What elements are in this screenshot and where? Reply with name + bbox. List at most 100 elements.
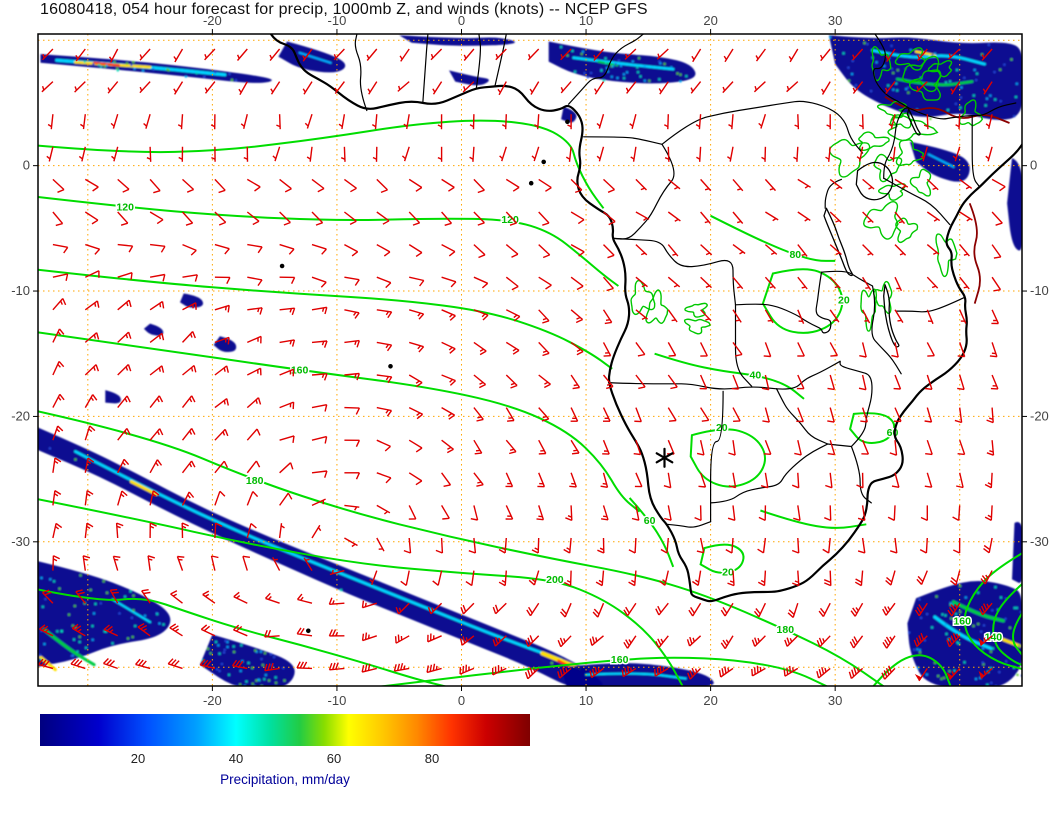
precip-speckle <box>638 57 641 60</box>
wind-barb-feather <box>96 300 100 308</box>
wind-barb <box>601 570 605 586</box>
wind-barb-feather <box>435 549 443 554</box>
precip-layer <box>38 35 1022 692</box>
wind-barb-half-feather <box>704 188 710 191</box>
wind-barb-half-feather <box>321 373 325 379</box>
precip-intensity-streak <box>74 450 563 661</box>
wind-barb-feather <box>604 321 612 325</box>
wind-barb-half-feather <box>432 88 436 93</box>
wind-barb <box>829 342 839 356</box>
wind-barb-half-feather <box>728 123 733 128</box>
wind-barb-half-feather <box>603 515 608 518</box>
wind-barb-half-feather <box>855 607 859 612</box>
colorbar-gradient <box>40 714 530 746</box>
precip-speckle <box>39 654 42 657</box>
wind-barb <box>699 146 702 162</box>
wind-barb <box>473 537 477 554</box>
wind-barb-feather <box>511 253 519 258</box>
wind-barb-feather <box>527 669 531 677</box>
wind-barb-feather <box>120 222 129 226</box>
wind-barb-half-feather <box>114 558 119 561</box>
wind-barb-half-feather <box>691 55 695 60</box>
precip-speckle <box>580 52 583 56</box>
wind-barb-feather <box>492 606 497 614</box>
wind-barb <box>504 570 507 586</box>
wind-barb-feather <box>235 625 243 632</box>
wind-barb <box>692 602 702 617</box>
wind-barb <box>667 342 677 356</box>
wind-barb-feather <box>722 607 728 614</box>
wind-barb-feather <box>460 607 465 615</box>
wind-barb-feather <box>291 339 296 347</box>
wind-barb-feather <box>886 576 893 583</box>
precip-speckle <box>907 91 910 94</box>
wind-barb <box>405 570 410 586</box>
wind-barb-half-feather <box>672 253 677 256</box>
wind-barb-half-feather <box>985 155 990 160</box>
wind-barb <box>376 472 392 479</box>
wind-barb-half-feather <box>86 460 92 465</box>
wind-barb-feather <box>948 637 953 645</box>
wind-barb <box>214 523 217 539</box>
precip-speckle <box>262 690 264 692</box>
wind-barb <box>214 211 227 223</box>
precip-speckle <box>679 73 682 76</box>
wind-barb <box>473 341 487 352</box>
precip-region <box>105 390 121 404</box>
wind-barb <box>117 395 128 409</box>
precip-speckle <box>550 662 553 665</box>
wind-barb-feather <box>889 452 897 456</box>
wind-barb-feather <box>915 637 920 645</box>
wind-barb-feather <box>40 659 47 666</box>
wind-barb-feather <box>856 484 864 489</box>
wind-barb <box>926 439 933 455</box>
wind-barb-feather <box>982 603 988 611</box>
wind-barb-half-feather <box>528 53 531 59</box>
wind-barb <box>214 178 226 191</box>
precip-speckle <box>999 100 1002 103</box>
wind-barb-feather <box>53 555 61 560</box>
wind-barb <box>951 602 961 617</box>
wind-barb-half-feather <box>674 218 679 222</box>
precip-region <box>180 293 204 308</box>
wind-barb-layer <box>37 48 1006 682</box>
wind-barb-feather <box>86 522 94 528</box>
wind-barb-half-feather <box>110 122 115 127</box>
wind-barb-half-feather <box>963 286 968 289</box>
colorbar-tick-label: 60 <box>326 751 342 766</box>
wind-barb <box>473 439 483 454</box>
wind-barb-half-feather <box>93 334 97 339</box>
wind-barb-feather <box>978 608 984 616</box>
wind-barb <box>376 341 392 346</box>
wind-barb-feather <box>190 460 196 468</box>
wind-barb-feather <box>161 365 165 373</box>
wind-barb <box>494 635 507 647</box>
wind-barb-half-feather <box>401 155 406 160</box>
wind-barb <box>828 537 831 554</box>
lat-tick-label-right: -30 <box>1030 534 1049 549</box>
lat-tick-label-left: 0 <box>23 158 30 173</box>
wind-barb-half-feather <box>177 124 183 128</box>
wind-barb-half-feather <box>963 253 968 256</box>
wind-barb-half-feather <box>41 85 45 91</box>
precip-speckle <box>631 60 634 63</box>
wind-barb <box>894 374 902 390</box>
wind-barb <box>764 244 778 255</box>
wind-barb-half-feather <box>57 363 61 368</box>
wind-barb <box>797 472 800 488</box>
wind-barb-feather <box>394 636 397 644</box>
wind-barb-half-feather <box>789 637 793 643</box>
wind-barb <box>955 570 961 586</box>
wind-barb-feather <box>355 472 361 480</box>
wind-barb-feather <box>170 659 177 666</box>
wind-barb-feather <box>397 634 400 642</box>
wind-barb <box>732 407 741 422</box>
wind-barb <box>568 146 572 162</box>
wind-barb-feather <box>448 186 455 192</box>
wind-barb-feather <box>449 315 456 321</box>
wind-barb <box>692 48 702 63</box>
wind-barb-feather <box>192 331 196 339</box>
wind-barb-feather <box>349 220 357 226</box>
precip-speckle <box>1014 95 1017 99</box>
wind-barb-half-feather <box>804 185 809 189</box>
